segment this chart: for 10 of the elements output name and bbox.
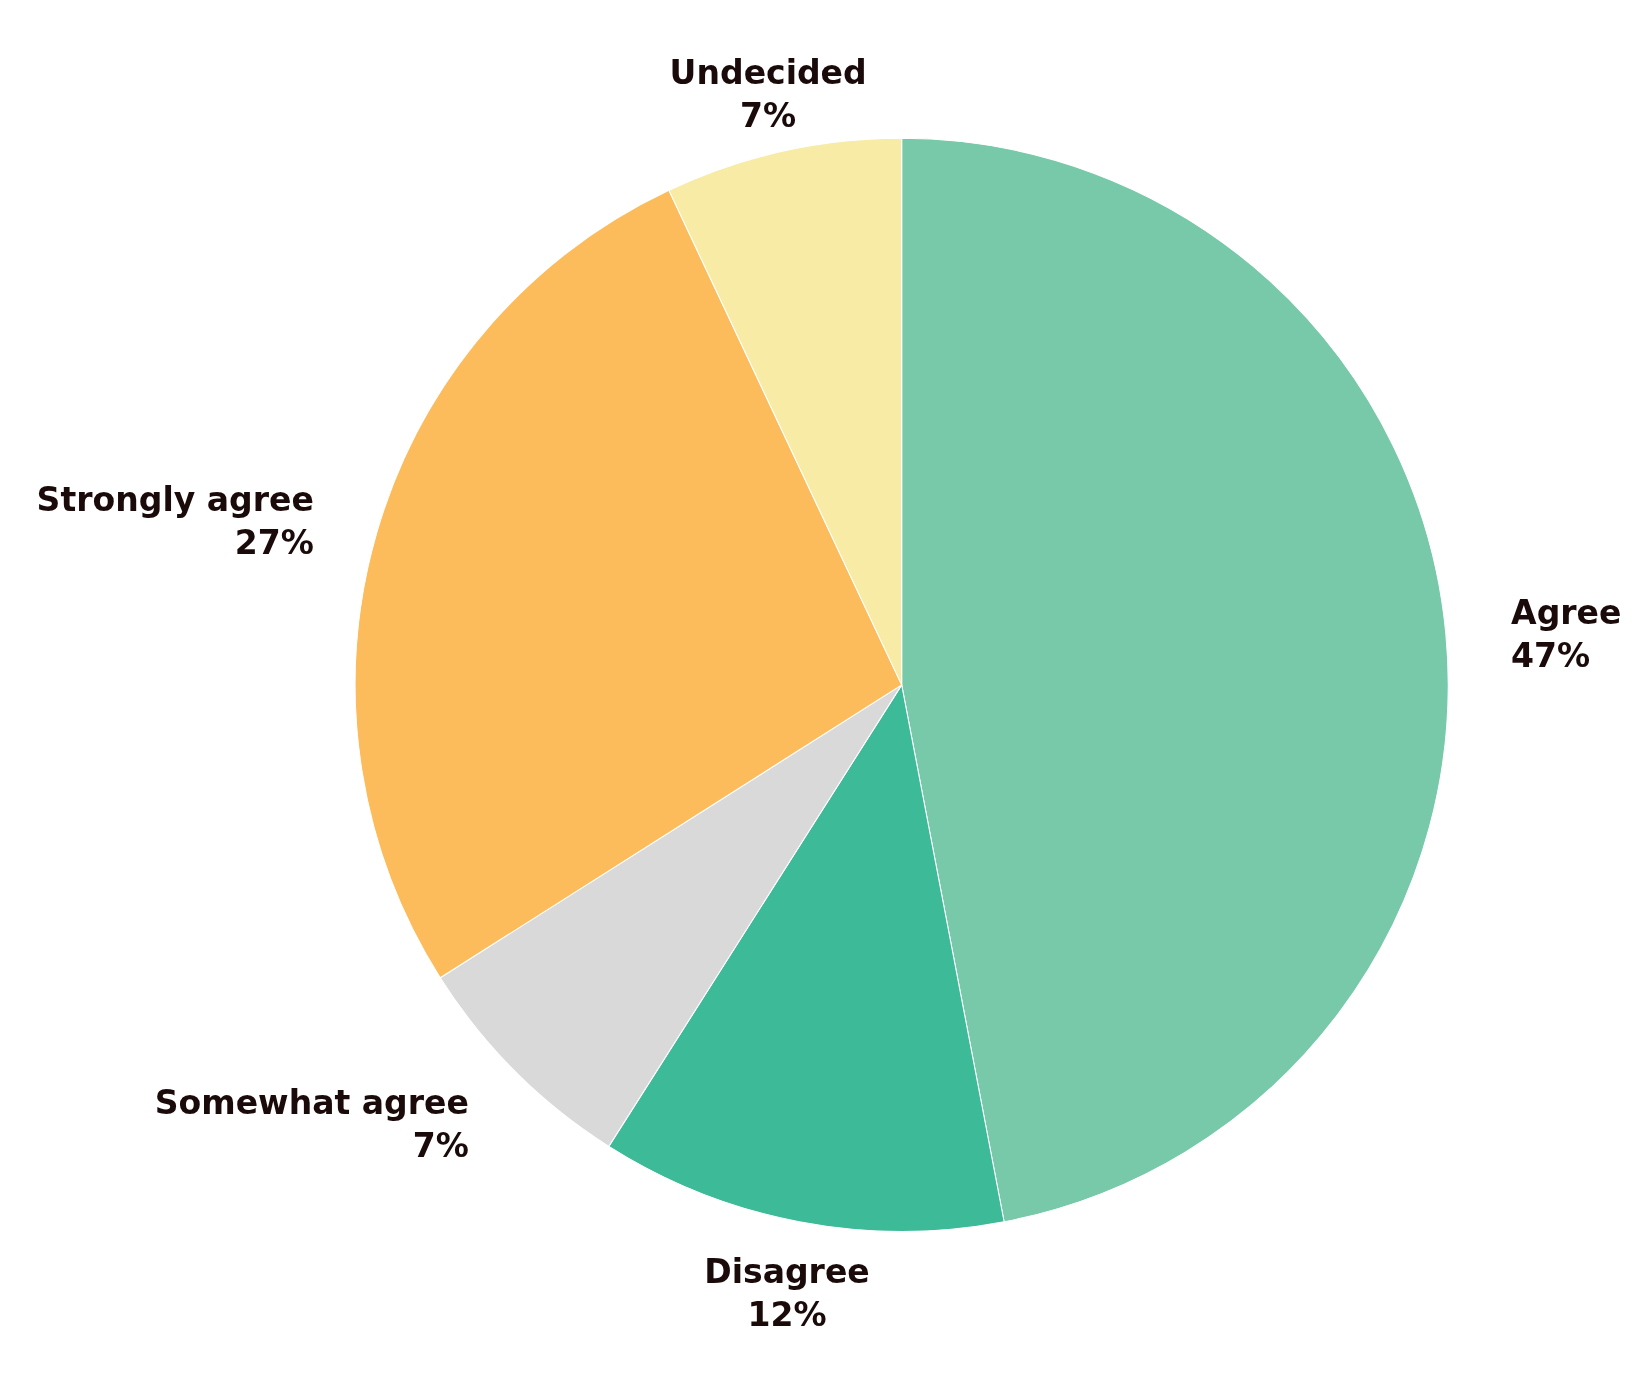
data-label: 12% bbox=[747, 1294, 827, 1334]
slice-label: Disagree bbox=[704, 1251, 870, 1291]
data-label: 7% bbox=[412, 1126, 469, 1166]
slice-label: Strongly agree bbox=[36, 479, 314, 519]
data-label: 7% bbox=[740, 96, 797, 136]
slice-label: Somewhat agree bbox=[154, 1083, 469, 1123]
slice-label: Undecided bbox=[669, 53, 867, 93]
data-label: 27% bbox=[234, 522, 314, 562]
slice-label: Agree bbox=[1511, 592, 1622, 632]
data-label: 47% bbox=[1511, 635, 1591, 675]
